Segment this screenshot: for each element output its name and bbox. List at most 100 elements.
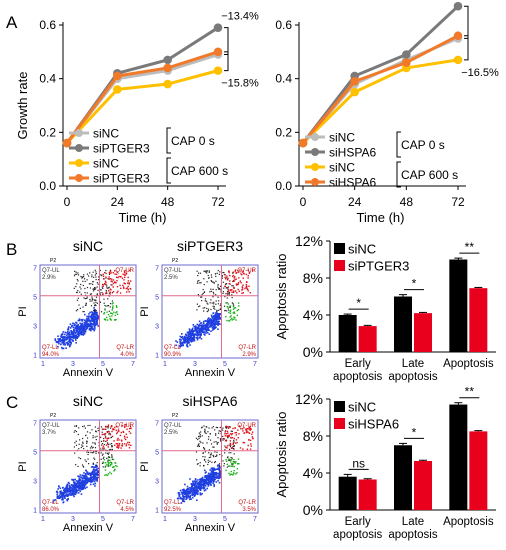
- event-dot: [209, 474, 212, 477]
- event-dot: [75, 329, 77, 332]
- event-dot: [218, 317, 221, 320]
- event-dot: [75, 336, 77, 339]
- category-label: Early: [345, 358, 371, 370]
- event-dot: [181, 497, 184, 500]
- event-dot: [237, 269, 239, 272]
- event-dot: [199, 282, 201, 284]
- event-dot: [218, 473, 221, 476]
- event-dot: [179, 335, 182, 338]
- event-dot: [86, 480, 89, 483]
- event-dot: [101, 431, 103, 433]
- event-dot: [189, 344, 191, 346]
- event-dot: [95, 271, 97, 273]
- event-dot: [197, 325, 200, 327]
- event-dot: [70, 333, 72, 335]
- event-dot: [57, 497, 60, 499]
- event-dot: [119, 434, 122, 437]
- event-dot: [196, 327, 199, 330]
- event-dot: [217, 316, 219, 318]
- legend-entry: siPTGER3: [348, 259, 409, 274]
- event-dot: [84, 487, 86, 490]
- event-dot: [219, 313, 222, 315]
- event-dot: [89, 327, 91, 330]
- event-dot: [95, 273, 97, 275]
- event-dot: [94, 299, 96, 301]
- event-dot: [95, 276, 97, 278]
- event-dot: [89, 298, 91, 301]
- event-dot: [74, 324, 77, 326]
- event-dot: [113, 470, 115, 472]
- event-dot: [205, 332, 207, 334]
- event-dot: [116, 443, 119, 445]
- event-dot: [114, 319, 116, 321]
- event-dot: [104, 280, 107, 283]
- event-dot: [82, 306, 84, 308]
- event-dot: [78, 479, 80, 482]
- event-dot: [67, 330, 69, 333]
- event-dot: [89, 325, 91, 327]
- event-dot: [207, 274, 209, 277]
- event-dot: [249, 439, 252, 442]
- event-dot: [176, 497, 179, 500]
- event-dot: [90, 316, 92, 319]
- event-dot: [199, 433, 201, 436]
- event-dot: [91, 300, 93, 302]
- legend-entry: siPTGER3: [93, 172, 150, 186]
- event-dot: [213, 478, 216, 481]
- event-dot: [202, 322, 205, 325]
- event-dot: [107, 304, 110, 307]
- event-dot: [129, 432, 132, 434]
- event-dot: [188, 335, 191, 338]
- event-dot: [217, 316, 220, 318]
- event-dot: [232, 291, 235, 294]
- event-dot: [69, 487, 71, 490]
- event-dot: [124, 426, 126, 429]
- event-dot: [73, 324, 76, 327]
- gate-label: P2: [172, 413, 178, 419]
- flow-y-tick-label: 5: [155, 295, 159, 302]
- event-dot: [189, 333, 192, 335]
- event-dot: [96, 465, 98, 468]
- series-point: [298, 138, 308, 148]
- event-dot: [122, 286, 125, 288]
- event-dot: [241, 292, 243, 294]
- event-dot: [230, 470, 232, 473]
- event-dot: [190, 490, 193, 493]
- event-dot: [54, 499, 57, 501]
- event-dot: [80, 288, 82, 290]
- event-dot: [85, 434, 87, 437]
- event-dot: [55, 340, 58, 343]
- event-dot: [211, 329, 214, 331]
- event-dot: [245, 273, 247, 276]
- event-dot: [123, 271, 126, 274]
- event-dot: [195, 485, 197, 488]
- event-dot: [226, 302, 228, 304]
- event-dot: [184, 333, 187, 336]
- event-dot: [78, 334, 80, 336]
- event-dot: [231, 430, 233, 432]
- event-dot: [118, 430, 120, 432]
- event-dot: [74, 493, 77, 496]
- event-dot: [199, 322, 202, 325]
- event-dot: [196, 331, 199, 334]
- event-dot: [187, 332, 190, 335]
- event-dot: [236, 468, 239, 470]
- event-dot: [187, 340, 189, 343]
- event-dot: [111, 315, 113, 317]
- event-dot: [103, 456, 105, 458]
- event-dot: [206, 331, 209, 334]
- event-dot: [120, 439, 123, 441]
- event-dot: [117, 276, 119, 279]
- event-dot: [228, 271, 230, 274]
- event-dot: [212, 288, 214, 290]
- event-dot: [200, 324, 203, 327]
- event-dot: [212, 317, 214, 320]
- event-dot: [73, 495, 75, 498]
- event-dot: [206, 318, 209, 321]
- quadrant-label-ul: Q7-UL: [42, 423, 60, 429]
- event-dot: [236, 314, 239, 317]
- event-dot: [91, 478, 94, 481]
- event-dot: [82, 485, 84, 488]
- event-dot: [215, 481, 218, 483]
- event-dot: [94, 477, 97, 480]
